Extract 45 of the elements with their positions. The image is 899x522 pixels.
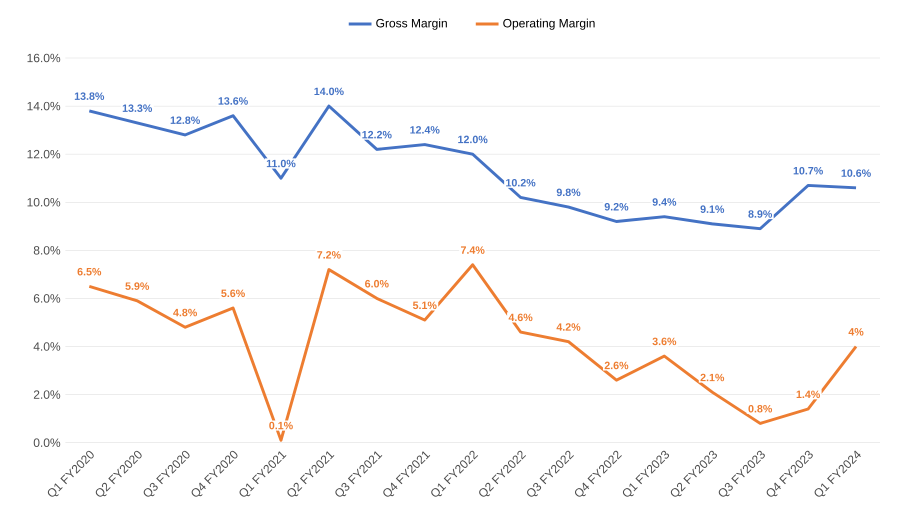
data-label: 14.0%: [314, 88, 344, 96]
data-label: 5.6%: [221, 290, 245, 298]
y-tick-label: 0.0%: [34, 438, 60, 447]
data-label: 0.1%: [269, 422, 293, 430]
data-label: 13.3%: [122, 104, 152, 112]
y-tick-label: 12.0%: [28, 150, 60, 158]
data-label: 4%: [848, 328, 864, 336]
data-label: 13.8%: [74, 92, 104, 100]
data-label: 9.8%: [556, 188, 580, 196]
data-label: 5.9%: [125, 282, 150, 290]
y-tick-label: 14.0%: [28, 102, 60, 110]
data-label: 7.2%: [317, 251, 341, 259]
data-label: 5.1%: [412, 302, 437, 310]
data-label: 10.2%: [506, 178, 536, 187]
data-label: 2.6%: [604, 362, 628, 370]
data-label: 6.5%: [78, 268, 102, 276]
data-label: 12.0%: [458, 136, 488, 144]
data-label: 8.9%: [748, 210, 772, 218]
y-tick-label: 10.0%: [28, 198, 60, 207]
legend-label: Gross Margin: [376, 18, 447, 30]
data-label: 9.2%: [604, 203, 628, 211]
y-tick-label: 4.0%: [34, 342, 60, 351]
data-label: 11.0%: [266, 160, 296, 168]
y-tick-label: 16.0%: [28, 54, 60, 62]
data-label: 4.6%: [508, 314, 532, 322]
y-tick-label: 2.0%: [34, 390, 60, 399]
y-tick-label: 8.0%: [34, 246, 60, 255]
data-label: 13.6%: [218, 97, 248, 105]
data-label: 12.2%: [362, 130, 392, 138]
y-tick-label: 6.0%: [34, 294, 60, 303]
data-label: 1.4%: [796, 390, 820, 398]
data-label: 6.0%: [365, 280, 389, 288]
data-label: 4.8%: [173, 308, 198, 316]
data-label: 12.8%: [170, 116, 200, 124]
data-label: 4.2%: [556, 323, 580, 331]
data-label: 10.6%: [842, 169, 871, 177]
data-label: 12.4%: [410, 126, 440, 134]
data-label: 2.1%: [700, 374, 724, 382]
data-label: 7.4%: [460, 246, 485, 254]
legend-label: Operating Margin: [503, 18, 595, 30]
data-label: 10.7%: [794, 166, 823, 174]
data-label: 0.8%: [748, 404, 772, 412]
data-label: 9.1%: [700, 205, 724, 213]
data-label: 9.4%: [652, 198, 676, 206]
data-label: 3.6%: [652, 338, 676, 346]
